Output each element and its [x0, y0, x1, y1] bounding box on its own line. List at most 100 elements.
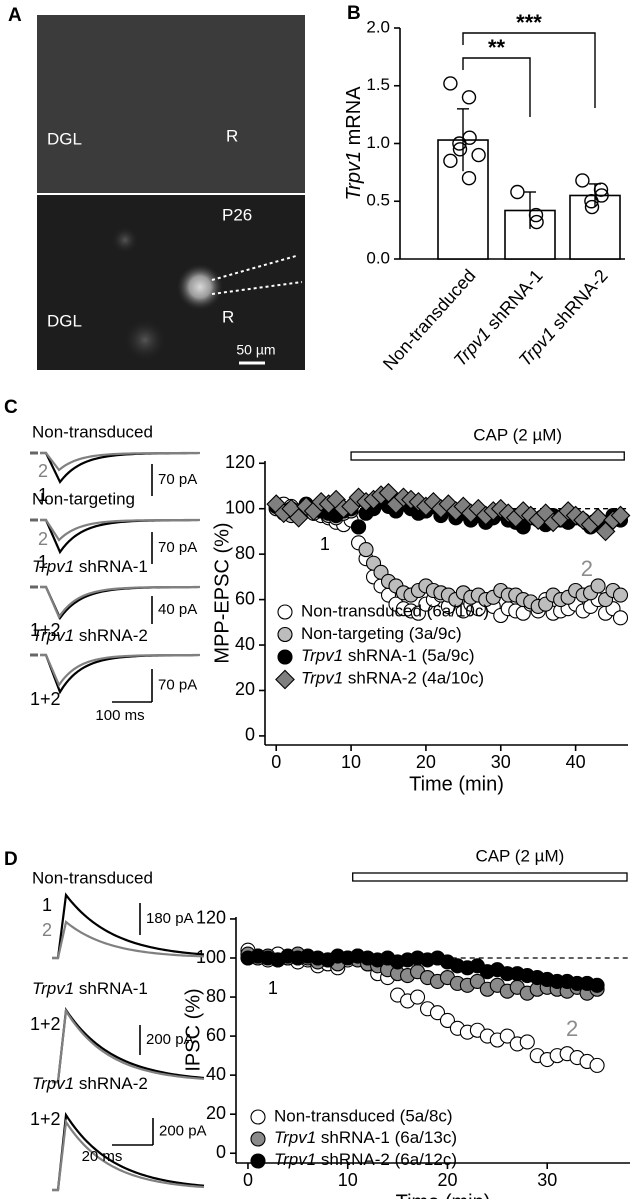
y-tick-label: 20 — [206, 1103, 226, 1123]
panel-label: B — [347, 3, 361, 24]
x-tick-label: 10 — [341, 752, 361, 772]
data-point — [590, 578, 606, 594]
significance-label: *** — [516, 10, 542, 35]
scale-label: 40 pA — [158, 601, 197, 618]
legend-marker — [250, 1153, 266, 1169]
data-point — [452, 136, 467, 151]
trace-label: 1+2 — [30, 1109, 61, 1129]
scale-label: 50 µm — [236, 342, 275, 358]
data-point — [612, 610, 629, 626]
trace-title: Non-targeting — [32, 489, 135, 508]
data-point — [471, 147, 486, 163]
x-axis-label: Time (min) — [409, 773, 504, 795]
cell — [176, 263, 224, 311]
trace-label: 1 — [42, 895, 52, 915]
legend-label: Trpv1 shRNA-2 (4a/10c) — [301, 669, 484, 688]
legend-label: Trpv1 shRNA-1 (5a/9c) — [301, 646, 475, 665]
legend-label: Non-targeting (3a/9c) — [301, 624, 462, 643]
trace-label: 1 — [38, 552, 48, 572]
x-tick-label: 30 — [537, 1170, 557, 1190]
glow — [123, 318, 167, 362]
data-point — [575, 173, 590, 188]
trace-label: 2 — [38, 461, 48, 481]
legend-marker — [277, 649, 293, 665]
y-tick-label: 1.0 — [366, 133, 390, 152]
data-point — [584, 194, 599, 209]
y-axis-label: IPSC (%) — [182, 988, 204, 1071]
x-axis-label: Time (min) — [396, 1191, 491, 1199]
pipette — [211, 255, 297, 281]
legend-marker — [277, 626, 293, 643]
legend-marker — [250, 1109, 266, 1125]
scale-label: 200 pA — [146, 1031, 194, 1048]
trace — [52, 1111, 205, 1192]
drug-bar — [352, 872, 628, 882]
trace-title: Non-transduced — [32, 422, 153, 441]
data-point — [589, 977, 605, 993]
data-point — [443, 153, 458, 169]
data-point — [529, 214, 544, 230]
y-tick-label: 2.0 — [366, 17, 390, 36]
legend-marker — [250, 1131, 266, 1147]
annotation: 2 — [581, 556, 593, 581]
y-axis-label: MPP-EPSC (%) — [211, 522, 233, 663]
annotation: 2 — [566, 1016, 578, 1041]
trace-title: Trpv1 shRNA-1 — [32, 979, 148, 998]
legend-label: Non-transduced (5a/8c) — [274, 1106, 453, 1125]
data-point — [589, 1057, 605, 1073]
panel-label: D — [4, 849, 18, 870]
y-tick-label: 0 — [245, 725, 255, 745]
y-tick-label: 120 — [225, 452, 255, 472]
data-point — [351, 519, 367, 535]
trace-label: 1+2 — [30, 1014, 61, 1034]
data-point — [519, 1034, 535, 1050]
trace — [52, 1007, 205, 1084]
annotation: 1 — [320, 534, 330, 554]
trace — [40, 585, 201, 620]
data-point — [461, 170, 477, 186]
x-tick-label: 0 — [243, 1170, 253, 1190]
significance-bracket — [462, 32, 596, 108]
data-point — [409, 989, 426, 1005]
trace-label: 2 — [38, 529, 48, 549]
trace-label: 1+2 — [30, 620, 61, 640]
image-label: DGL — [47, 129, 82, 148]
y-tick-label: 1.5 — [366, 75, 390, 94]
image-label: P26 — [222, 205, 252, 224]
legend-label: Trpv1 shRNA-2 (6a/12c) — [274, 1150, 457, 1169]
trace-label: 1+2 — [30, 689, 61, 709]
trace — [40, 451, 201, 472]
x-tick-label: 20 — [416, 752, 436, 772]
data-point — [510, 184, 525, 200]
x-tick-label: 30 — [491, 752, 511, 772]
data-point — [610, 505, 631, 526]
drug-bar — [350, 451, 625, 461]
y-tick-label: 60 — [235, 588, 255, 608]
trace-label: 2 — [42, 920, 52, 940]
scale-label: 70 pA — [158, 539, 197, 556]
x-tick-label: 40 — [566, 752, 586, 772]
image-label: R — [222, 307, 234, 326]
panel-label: C — [4, 397, 18, 418]
data-point — [593, 182, 609, 197]
trace-title: Trpv1 shRNA-2 — [32, 1074, 148, 1093]
x-tick-label: 20 — [437, 1170, 457, 1190]
data-point — [528, 207, 544, 223]
legend-marker — [275, 669, 295, 690]
scale-label: 70 pA — [158, 676, 197, 693]
legend-label: Non-transduced (6a/10c) — [301, 601, 489, 620]
panel-label: A — [8, 5, 22, 26]
significance-label: ** — [488, 35, 506, 60]
trace — [52, 920, 205, 960]
y-tick-label: 0 — [216, 1142, 226, 1162]
trace-title: Trpv1 shRNA-1 — [32, 557, 148, 576]
drug-label: CAP (2 µM) — [473, 425, 562, 444]
y-tick-label: 80 — [235, 543, 255, 563]
y-tick-label: 100 — [225, 497, 255, 517]
scale-label: 20 ms — [82, 1148, 123, 1165]
legend-label: Trpv1 shRNA-1 (6a/13c) — [274, 1128, 457, 1147]
image-label: R — [226, 126, 238, 145]
data-point — [584, 199, 600, 215]
trace-title: Trpv1 shRNA-2 — [32, 626, 148, 645]
